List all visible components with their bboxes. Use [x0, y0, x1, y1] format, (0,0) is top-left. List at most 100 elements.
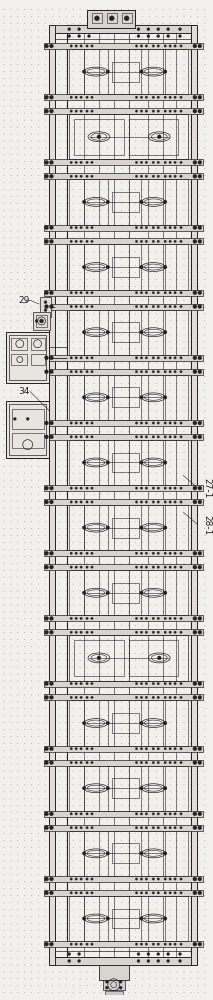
Bar [11, 354, 27, 365]
Circle shape [82, 265, 86, 269]
Bar [43, 876, 203, 882]
Circle shape [174, 748, 176, 750]
Circle shape [135, 292, 138, 294]
Circle shape [140, 292, 143, 294]
Circle shape [140, 487, 143, 489]
Circle shape [140, 330, 143, 334]
Circle shape [49, 616, 53, 620]
Circle shape [91, 161, 93, 164]
Circle shape [140, 396, 143, 399]
Circle shape [174, 226, 176, 229]
Circle shape [198, 44, 202, 48]
Circle shape [135, 682, 138, 685]
Circle shape [45, 95, 49, 99]
Circle shape [80, 813, 82, 815]
Circle shape [163, 852, 167, 855]
Circle shape [178, 953, 181, 956]
Circle shape [193, 616, 197, 620]
Circle shape [180, 110, 182, 112]
Circle shape [169, 943, 171, 945]
Circle shape [140, 305, 143, 308]
Circle shape [169, 357, 171, 359]
Circle shape [152, 436, 154, 438]
Circle shape [198, 877, 202, 881]
Circle shape [193, 44, 197, 48]
Circle shape [174, 240, 176, 243]
Bar [92, 13, 102, 23]
Bar [6, 401, 49, 458]
Circle shape [157, 813, 160, 815]
Circle shape [44, 301, 47, 304]
Bar [69, 700, 188, 746]
Text: 27-1: 27-1 [203, 478, 212, 498]
Circle shape [91, 878, 93, 880]
Circle shape [145, 436, 148, 438]
Circle shape [180, 487, 182, 489]
Circle shape [169, 436, 171, 438]
Circle shape [68, 28, 71, 31]
Circle shape [145, 357, 148, 359]
Circle shape [140, 45, 143, 47]
Bar [43, 890, 203, 896]
Circle shape [135, 422, 138, 424]
Bar [112, 518, 140, 538]
Circle shape [198, 891, 202, 895]
Circle shape [75, 827, 77, 829]
Circle shape [140, 96, 143, 98]
Circle shape [164, 161, 166, 164]
Circle shape [145, 240, 148, 243]
Circle shape [75, 487, 77, 489]
Bar [112, 257, 140, 277]
Circle shape [193, 486, 197, 490]
Circle shape [91, 371, 93, 373]
Circle shape [75, 226, 77, 229]
Circle shape [49, 109, 53, 113]
Circle shape [152, 161, 154, 164]
Circle shape [91, 305, 93, 308]
Circle shape [174, 631, 176, 633]
Bar [43, 238, 203, 244]
Circle shape [75, 878, 77, 880]
Circle shape [49, 305, 53, 309]
Circle shape [157, 175, 160, 177]
Circle shape [75, 240, 77, 243]
Circle shape [135, 487, 138, 489]
Circle shape [193, 877, 197, 881]
Circle shape [80, 761, 82, 764]
Circle shape [163, 330, 167, 334]
Circle shape [75, 813, 77, 815]
Circle shape [157, 161, 160, 164]
Bar [43, 629, 203, 635]
Circle shape [91, 617, 93, 620]
Circle shape [140, 892, 143, 894]
Bar [55, 951, 191, 957]
Circle shape [180, 552, 182, 554]
Circle shape [106, 265, 110, 269]
Circle shape [174, 292, 176, 294]
Circle shape [169, 696, 171, 699]
Circle shape [157, 552, 160, 554]
Circle shape [174, 161, 176, 164]
Circle shape [75, 761, 77, 764]
Circle shape [119, 986, 122, 989]
Circle shape [80, 617, 82, 620]
Circle shape [140, 878, 143, 880]
Bar [69, 570, 188, 615]
Circle shape [86, 422, 88, 424]
Circle shape [145, 226, 148, 229]
Circle shape [174, 892, 176, 894]
Circle shape [91, 943, 93, 945]
Circle shape [75, 501, 77, 503]
Circle shape [86, 566, 88, 568]
Circle shape [49, 630, 53, 634]
Circle shape [169, 748, 171, 750]
Circle shape [174, 175, 176, 177]
Circle shape [70, 357, 72, 359]
Circle shape [49, 226, 53, 230]
Circle shape [157, 28, 160, 31]
Circle shape [169, 96, 171, 98]
Circle shape [70, 305, 72, 308]
Circle shape [91, 45, 93, 47]
Circle shape [164, 878, 166, 880]
Circle shape [45, 812, 49, 816]
